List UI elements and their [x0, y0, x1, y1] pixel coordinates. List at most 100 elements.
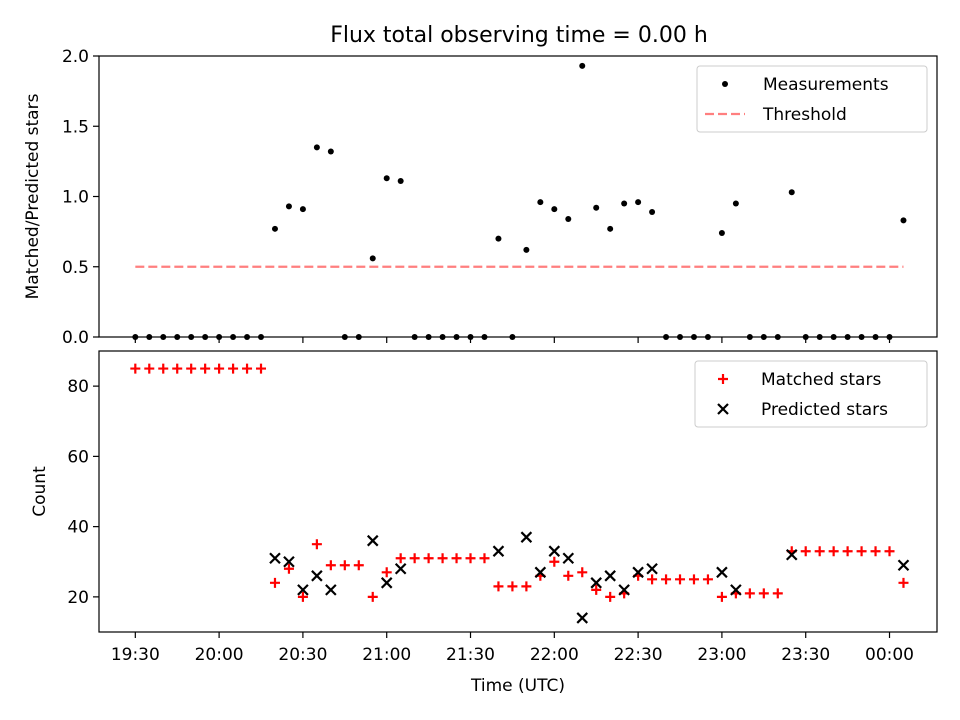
figure-title: Flux total observing time = 0.00 h	[330, 23, 708, 48]
y-tick-label: 2.0	[62, 47, 89, 67]
matched-star-point	[256, 363, 267, 374]
matched-star-point	[647, 574, 658, 585]
measurement-point	[383, 175, 390, 182]
matched-star-point	[884, 546, 895, 557]
legend-handle-matched	[718, 374, 728, 384]
y-tick-label: 0.0	[62, 328, 89, 348]
measurement-point	[718, 230, 725, 237]
x-tick-label: 22:30	[614, 645, 663, 665]
predicted-star-point	[576, 612, 589, 624]
measurement-point	[495, 235, 502, 242]
matched-star-point	[353, 560, 364, 571]
measurement-point	[523, 246, 530, 253]
legend-box	[696, 65, 928, 133]
y-tick-label: 20	[67, 588, 89, 608]
matched-star-point	[186, 363, 197, 374]
matched-star-point	[507, 581, 518, 592]
measurement-point	[327, 148, 334, 155]
matched-star-point	[898, 577, 909, 588]
y-tick-label: 1.0	[62, 188, 89, 208]
predicted-star-point	[618, 584, 630, 596]
matched-star-point	[242, 363, 253, 374]
x-tick-label: 23:00	[697, 645, 746, 665]
axes-frame	[98, 55, 938, 338]
predicted-star-point	[730, 584, 742, 596]
axes-frame	[98, 350, 938, 633]
measurement-point	[285, 203, 292, 210]
predicted-star-point	[269, 552, 281, 565]
legend-label: Matched stars	[761, 370, 881, 390]
matched-star-point	[856, 546, 867, 557]
matched-star-point	[842, 546, 853, 557]
y-tick-label: 60	[67, 447, 89, 467]
matched-star-point	[758, 588, 769, 599]
matched-star-point	[214, 363, 225, 374]
predicted-star-point	[325, 584, 337, 596]
measurement-point	[397, 178, 404, 185]
predicted-star-point	[562, 552, 575, 565]
matched-star-point	[688, 574, 699, 585]
matched-star-point	[451, 553, 462, 564]
legend: Measurements Threshold	[696, 65, 928, 133]
ratio-axes: 0.0 0.5 1.0 1.5 2.0 Matched/Predicted stars Me…	[23, 47, 938, 348]
y-tick-label: 80	[67, 377, 89, 397]
predicted-star-point	[632, 566, 644, 579]
matched-star-point	[702, 574, 713, 585]
matched-star-point	[339, 560, 350, 571]
predicted-star-point	[785, 548, 798, 561]
measurement-point	[900, 217, 907, 224]
measurement-point	[635, 199, 642, 206]
matched-star-point	[144, 363, 155, 374]
legend-label: Predicted stars	[761, 400, 888, 420]
matched-star-point	[367, 591, 378, 602]
predicted-star-point	[283, 555, 295, 568]
legend-box	[694, 360, 928, 428]
x-tick-label: 23:30	[781, 645, 830, 665]
matched-star-point	[800, 546, 811, 557]
matched-star-point	[283, 563, 294, 574]
matched-star-point	[200, 363, 211, 374]
x-tick-label: 20:30	[278, 645, 327, 665]
x-tick-label: 19:30	[111, 645, 160, 665]
matched-star-point	[563, 570, 574, 581]
matched-star-point	[479, 553, 490, 564]
measurement-point	[565, 215, 572, 222]
measurement-point	[271, 225, 278, 232]
x-tick-label: 00:00	[865, 645, 914, 665]
predicted-star-point	[380, 577, 393, 589]
matched-star-point	[228, 363, 239, 374]
x-axis-label: Time (UTC)	[470, 676, 565, 696]
y-tick-label: 40	[67, 518, 89, 538]
matched-star-point	[772, 588, 783, 599]
series-predicted-stars	[269, 531, 910, 624]
legend-label: Measurements	[763, 75, 889, 95]
x-tick-label: 22:00	[530, 645, 579, 665]
matched-star-point	[521, 581, 532, 592]
predicted-star-point	[590, 577, 602, 589]
matched-star-point	[311, 539, 322, 550]
legend: Matched stars Predicted stars	[694, 360, 928, 428]
matched-star-point	[605, 591, 616, 602]
x-tick-label: 21:00	[362, 645, 411, 665]
measurement-point	[299, 206, 306, 213]
legend-handle-measurement	[722, 81, 728, 87]
matched-star-point	[814, 546, 825, 557]
matched-star-point	[269, 577, 280, 588]
matched-star-point	[577, 567, 588, 578]
measurement-point	[621, 200, 628, 207]
matched-star-point	[661, 574, 672, 585]
predicted-star-point	[646, 562, 658, 575]
matched-star-point	[172, 363, 183, 374]
matched-star-point	[381, 567, 392, 578]
y-tick-label: 0.5	[62, 258, 89, 278]
matched-star-point	[549, 556, 560, 567]
legend-label: Threshold	[762, 105, 847, 125]
measurement-point	[369, 255, 376, 262]
predicted-star-point	[492, 545, 505, 557]
matched-star-point	[325, 560, 336, 571]
matched-star-point	[591, 584, 602, 595]
x-tick-label: 20:00	[195, 645, 244, 665]
matched-star-point	[409, 553, 420, 564]
matched-star-point	[297, 591, 308, 602]
